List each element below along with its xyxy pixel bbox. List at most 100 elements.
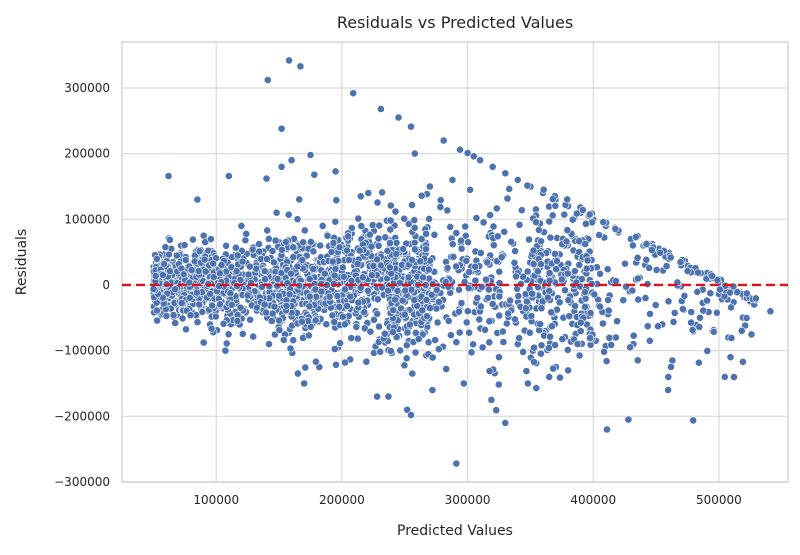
scatter-point xyxy=(495,353,503,362)
scatter-point xyxy=(633,253,642,262)
scatter-point xyxy=(383,246,392,255)
scatter-point xyxy=(305,292,314,301)
scatter-point xyxy=(217,261,226,269)
scatter-point xyxy=(400,214,409,223)
scatter-point xyxy=(669,317,678,326)
scatter-point xyxy=(208,301,216,310)
scatter-point xyxy=(349,89,358,98)
scatter-point xyxy=(378,188,386,197)
scatter-point xyxy=(563,226,572,235)
scatter-point xyxy=(424,338,433,347)
scatter-point xyxy=(273,275,282,283)
scatter-point xyxy=(262,174,271,183)
scatter-point xyxy=(431,336,439,344)
scatter-point xyxy=(564,366,572,375)
scatter-point xyxy=(501,418,510,427)
scatter-point xyxy=(442,365,451,373)
scatter-point xyxy=(709,327,718,336)
scatter-point xyxy=(231,243,240,252)
scatter-point xyxy=(507,237,516,246)
y-tick-label: 0 xyxy=(102,278,110,292)
scatter-point xyxy=(530,358,538,366)
scatter-point xyxy=(396,278,404,287)
scatter-point xyxy=(687,308,696,316)
scatter-point xyxy=(501,169,510,178)
scatter-point xyxy=(341,358,349,367)
scatter-point xyxy=(300,379,309,388)
scatter-point xyxy=(680,291,689,300)
scatter-point xyxy=(249,332,258,341)
scatter-point xyxy=(654,322,662,331)
scatter-point xyxy=(343,246,351,255)
scatter-point xyxy=(171,285,179,294)
x-axis-label: Predicted Values xyxy=(397,523,513,539)
scatter-point xyxy=(430,230,439,239)
scatter-point xyxy=(469,340,477,349)
scatter-point xyxy=(483,258,492,267)
scatter-point xyxy=(581,302,589,311)
scatter-point xyxy=(524,379,532,388)
scatter-point xyxy=(503,194,512,203)
scatter-point xyxy=(481,325,489,334)
scatter-point xyxy=(320,269,329,278)
scatter-point xyxy=(224,330,233,339)
scatter-point xyxy=(362,357,371,366)
scatter-point xyxy=(375,322,383,331)
scatter-point xyxy=(497,253,506,262)
scatter-point xyxy=(752,294,760,303)
scatter-point xyxy=(233,316,242,325)
scatter-point xyxy=(352,322,361,331)
scatter-point xyxy=(400,310,409,319)
scatter-point xyxy=(510,258,519,267)
scatter-point xyxy=(511,315,519,324)
scatter-point xyxy=(619,296,628,305)
scatter-point xyxy=(572,209,581,218)
scatter-point xyxy=(177,298,186,307)
scatter-point xyxy=(459,379,468,388)
scatter-point xyxy=(166,267,174,276)
scatter-point xyxy=(546,332,554,341)
scatter-point xyxy=(195,247,204,256)
scatter-point xyxy=(149,285,158,293)
scatter-point xyxy=(227,300,236,309)
scatter-point xyxy=(582,264,591,273)
scatter-point xyxy=(548,195,557,203)
scatter-point xyxy=(504,309,512,318)
scatter-point xyxy=(427,290,436,299)
scatter-point xyxy=(604,296,612,304)
scatter-point xyxy=(439,136,448,145)
scatter-point xyxy=(332,360,340,369)
scatter-point xyxy=(489,241,498,250)
scatter-point xyxy=(305,302,314,311)
scatter-point xyxy=(464,284,473,292)
scatter-point xyxy=(545,372,554,381)
scatter-point xyxy=(642,255,651,264)
scatter-point xyxy=(275,326,284,335)
scatter-point xyxy=(402,354,411,363)
scatter-point xyxy=(304,331,313,340)
scatter-point xyxy=(269,258,278,267)
scatter-point xyxy=(747,330,756,339)
scatter-point xyxy=(492,406,501,415)
scatter-point xyxy=(335,302,344,311)
scatter-point xyxy=(548,211,557,220)
scatter-point xyxy=(422,245,430,253)
scatter-point xyxy=(323,231,332,240)
scatter-point xyxy=(643,322,652,331)
scatter-point xyxy=(180,241,189,249)
scatter-point xyxy=(192,288,201,297)
scatter-point xyxy=(297,317,306,326)
scatter-point xyxy=(416,257,425,266)
scatter-point xyxy=(295,195,304,204)
scatter-point xyxy=(422,312,431,321)
scatter-point xyxy=(222,241,230,250)
scatter-point xyxy=(631,233,640,241)
scatter-point xyxy=(464,238,472,247)
scatter-point xyxy=(448,240,457,249)
scatter-point xyxy=(246,315,254,324)
scatter-point xyxy=(181,256,190,264)
x-tick-label: 300000 xyxy=(445,493,491,507)
scatter-point xyxy=(529,260,538,268)
scatter-point xyxy=(599,218,608,227)
scatter-point xyxy=(289,243,298,252)
